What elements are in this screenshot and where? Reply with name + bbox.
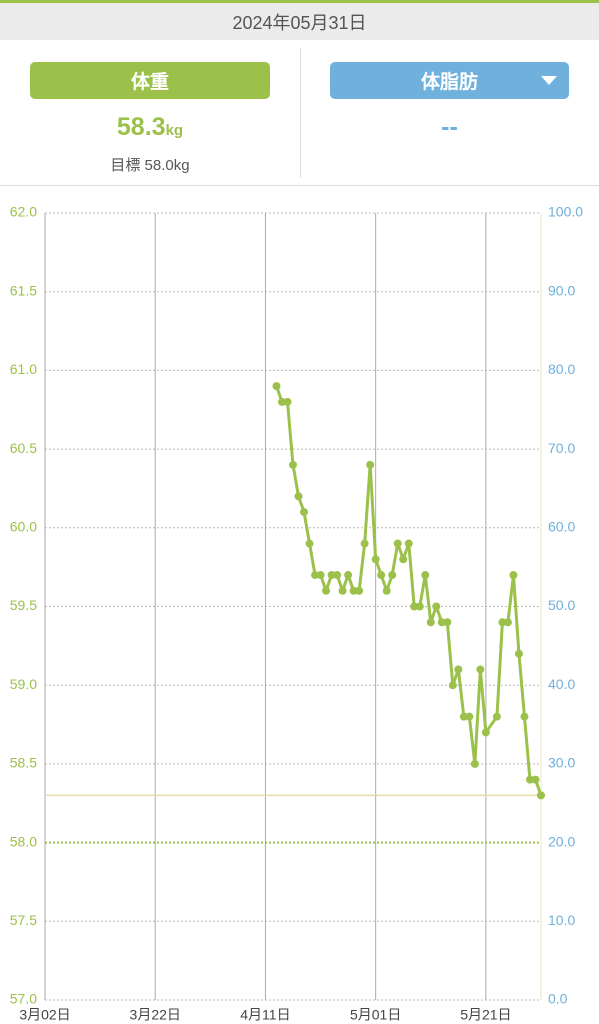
y-tick-label: 60.0 — [10, 519, 37, 535]
weight-point — [382, 586, 391, 595]
y2-tick-label: 90.0 — [548, 282, 575, 298]
dropdown-icon — [541, 76, 557, 85]
weight-point — [415, 602, 424, 611]
y2-tick-label: 70.0 — [548, 440, 575, 456]
weight-point — [448, 681, 457, 690]
weight-point — [349, 586, 358, 595]
top-accent — [0, 0, 599, 3]
weight-point — [311, 571, 320, 580]
weight-point — [531, 775, 540, 784]
weight-point — [465, 712, 474, 721]
fat-tab[interactable]: 体脂肪 — [330, 62, 569, 99]
y2-tick-label: 40.0 — [548, 676, 575, 692]
weight-point — [476, 665, 485, 674]
weight-point — [520, 712, 529, 721]
weight-point — [509, 571, 518, 580]
weight-point — [503, 618, 512, 627]
weight-unit: kg — [165, 122, 184, 139]
weight-point — [470, 759, 479, 768]
date-bar: 2024年05月31日 — [0, 3, 599, 40]
weight-point — [454, 665, 463, 674]
weight-point — [443, 618, 452, 627]
weight-point — [283, 397, 292, 406]
weight-readout: 58.3kg — [30, 113, 270, 142]
weight-point — [432, 602, 441, 611]
weight-point — [459, 712, 468, 721]
weight-point — [322, 586, 331, 595]
weight-point — [437, 618, 446, 627]
x-tick-label: 5月01日 — [350, 1007, 401, 1023]
weight-point — [338, 586, 347, 595]
fat-value: -- — [441, 113, 458, 141]
y2-tick-label: 20.0 — [548, 833, 575, 849]
weight-point — [525, 775, 534, 784]
weight-point — [333, 571, 342, 580]
y-tick-label: 57.0 — [10, 991, 37, 1007]
weight-value: 58.3 — [116, 113, 166, 141]
x-tick-label: 3月02日 — [19, 1007, 70, 1023]
goal: 目標 58.0kg — [110, 157, 190, 174]
weight-point — [399, 555, 408, 564]
y2-tick-label: 60.0 — [548, 519, 575, 535]
weight-point — [426, 618, 435, 627]
weight-point — [388, 571, 397, 580]
x-tick-label: 5月21日 — [460, 1007, 511, 1023]
weight-point — [316, 571, 325, 580]
y-tick-label: 61.0 — [10, 361, 37, 377]
weight-point — [355, 586, 364, 595]
y2-tick-label: 100.0 — [548, 204, 583, 220]
x-tick-label: 3月22日 — [130, 1007, 181, 1023]
weight-point — [300, 508, 309, 517]
weight-point — [377, 571, 386, 580]
weight-point — [481, 728, 490, 737]
y-tick-label: 61.5 — [10, 282, 37, 298]
weight-point — [404, 539, 413, 548]
weight-point — [305, 539, 314, 548]
fat-tab-label: 体脂肪 — [420, 72, 478, 93]
y-tick-label: 62.0 — [10, 204, 37, 220]
y-tick-label: 58.0 — [10, 833, 37, 849]
weight-line — [275, 385, 543, 796]
weight-point — [492, 712, 501, 721]
y2-tick-label: 10.0 — [548, 912, 575, 928]
weight-tab[interactable]: 体重 — [30, 62, 270, 99]
weight-point — [327, 571, 336, 580]
weight-point — [537, 791, 545, 800]
separator — [0, 185, 599, 186]
weight-point — [410, 602, 419, 611]
weight-point — [366, 460, 375, 469]
weight-point — [421, 571, 430, 580]
y-tick-label: 59.5 — [10, 597, 37, 613]
weight-point — [371, 555, 380, 564]
weight-point — [498, 618, 507, 627]
chart: 57.0 57.5 58.0 58.5 59.0 59.5 60.0 60.5 61.0 61.5… — [10, 204, 583, 1023]
y-tick-label: 59.0 — [10, 676, 37, 692]
weight-point — [277, 397, 286, 406]
y-tick-label: 57.5 — [10, 912, 37, 928]
weight-point — [393, 539, 402, 548]
y2-tick-label: 30.0 — [548, 755, 575, 771]
weight-point — [514, 649, 523, 658]
y2-tick-label: 80.0 — [548, 361, 575, 377]
weight-point — [272, 382, 281, 391]
y2-tick-label: 0.0 — [548, 991, 568, 1007]
weight-point — [344, 571, 353, 580]
weight-point — [289, 460, 297, 469]
x-tick-label: 4月11日 — [240, 1007, 290, 1023]
y2-tick-label: 50.0 — [548, 597, 575, 613]
weight-point — [294, 492, 303, 501]
weight-point — [360, 539, 369, 548]
y-tick-label: 58.5 — [10, 755, 37, 771]
y-tick-label: 60.5 — [10, 440, 37, 456]
divider — [300, 48, 301, 178]
